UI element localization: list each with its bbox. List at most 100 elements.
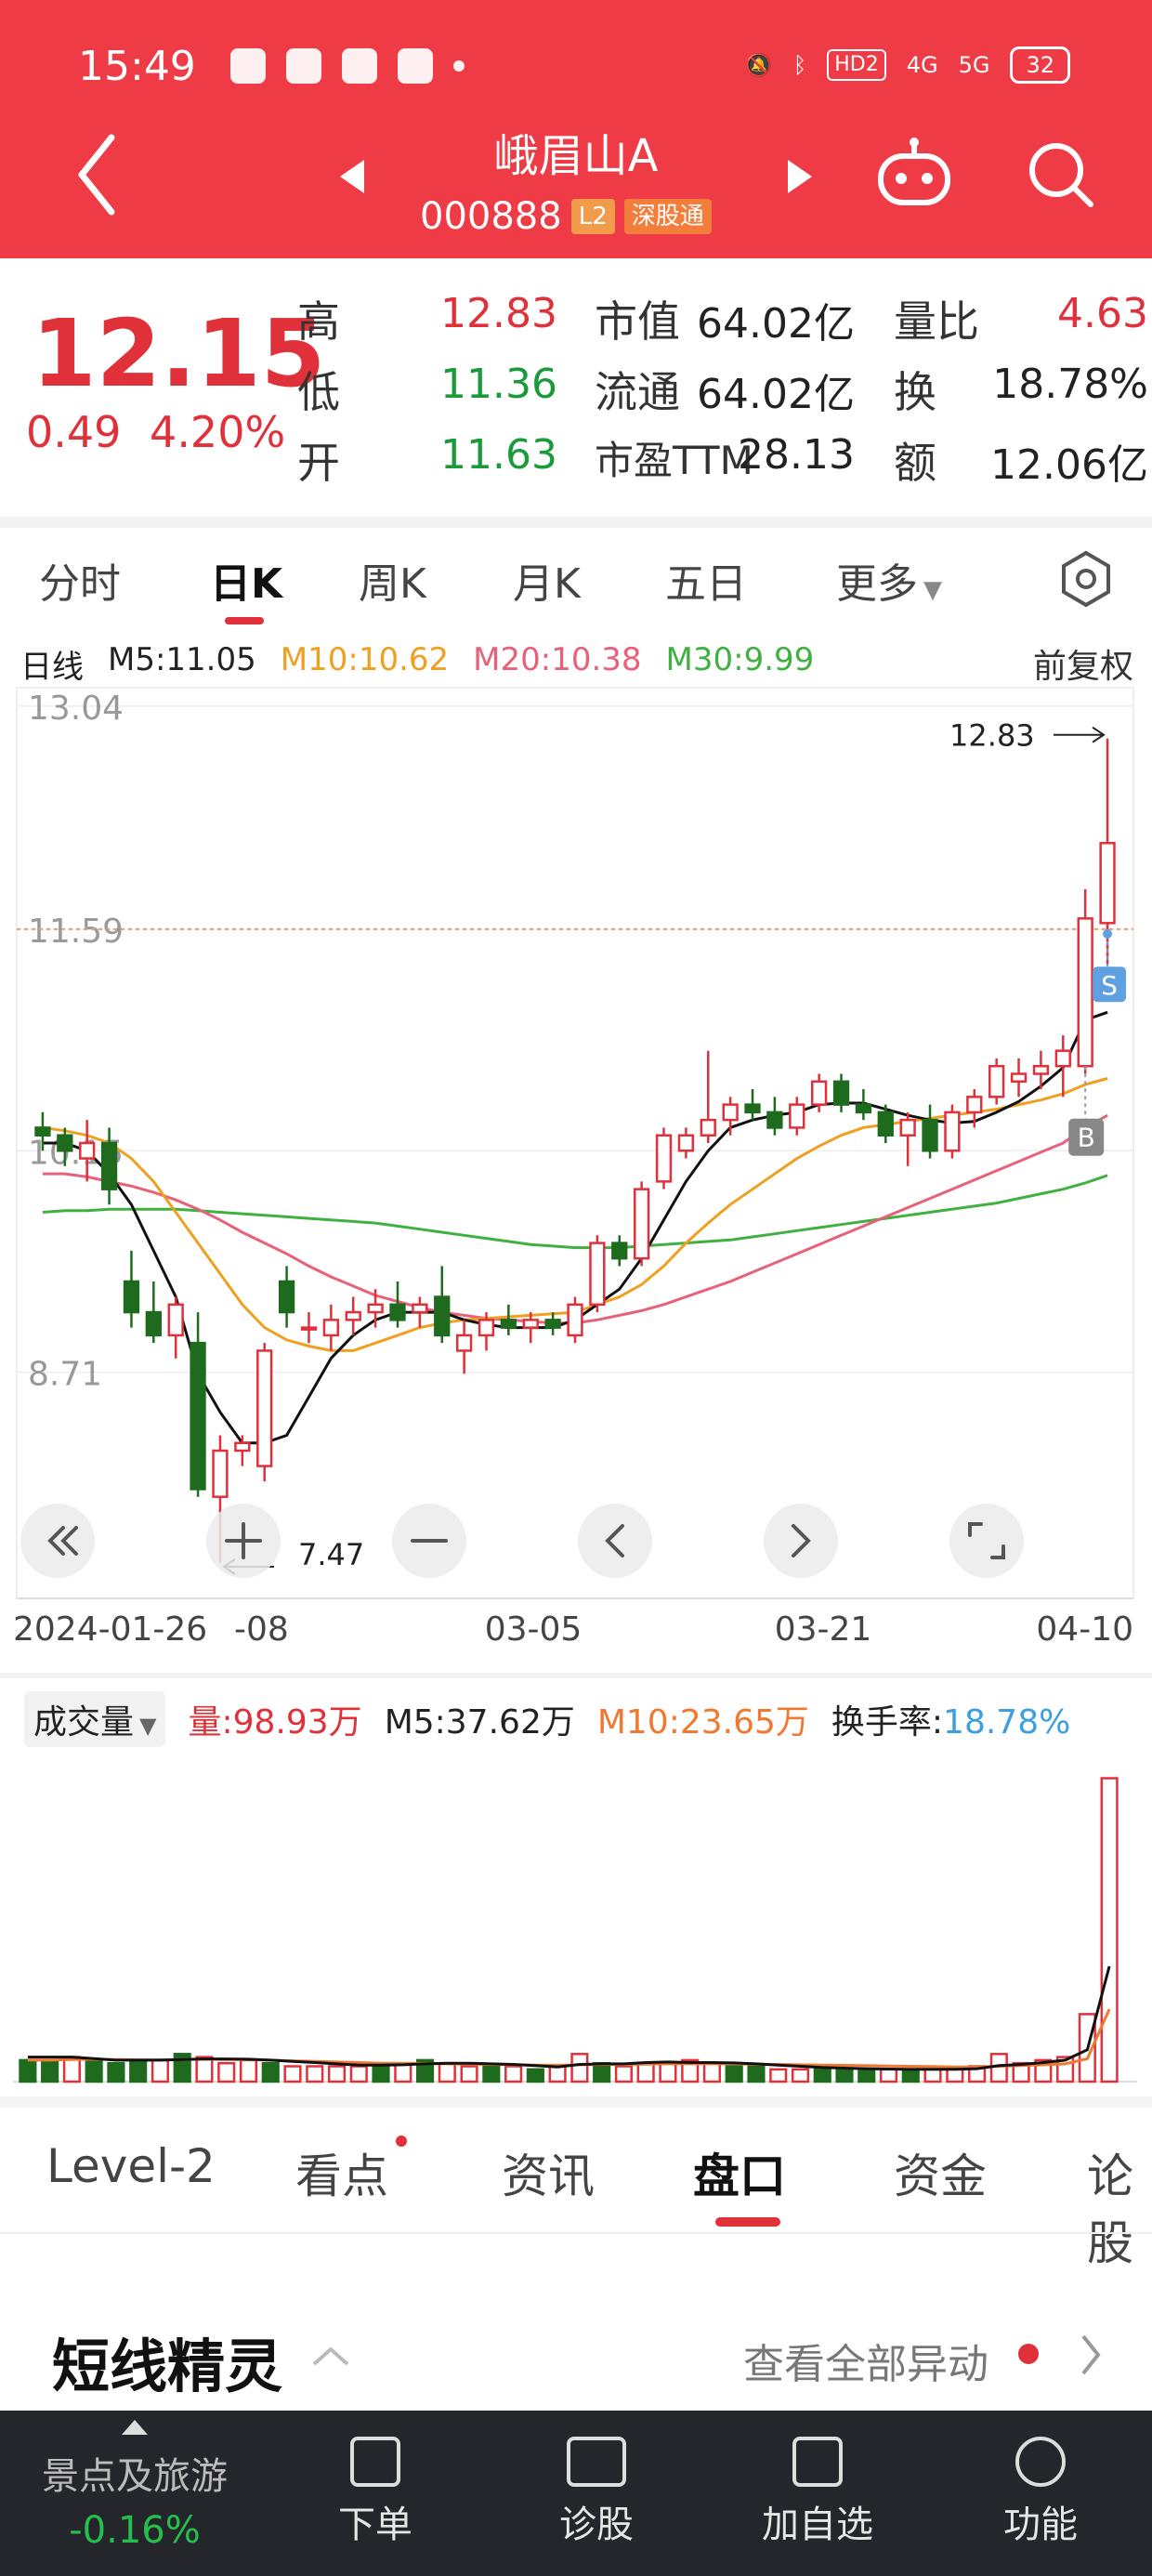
- chart-frame: [16, 687, 1134, 1599]
- volume-bar: [283, 2065, 302, 2083]
- tab-level2[interactable]: Level-2: [46, 2139, 216, 2193]
- toutiao-icon: [398, 48, 433, 84]
- candle: [922, 1104, 938, 1159]
- candle-body: [655, 1134, 673, 1183]
- ma5-label: M5:11.05: [108, 641, 256, 678]
- candle-body: [677, 1134, 695, 1152]
- volume-bar: [659, 2061, 677, 2083]
- divider: [0, 517, 1152, 528]
- left-icon[interactable]: [578, 1504, 652, 1578]
- order-label: 下单: [338, 2504, 412, 2546]
- x-tick-label: 03-05: [485, 1610, 583, 1649]
- next-stock-icon[interactable]: [788, 160, 812, 193]
- candle: [1032, 1050, 1050, 1090]
- volume-bar: [747, 2065, 766, 2083]
- active-tab-indicator: [715, 2217, 780, 2227]
- candlestick-chart[interactable]: 13.0411.5910.158.7112.837.47SB2024-01-26…: [0, 678, 1152, 1663]
- zoom-in-icon-glyph: [225, 1522, 262, 1559]
- tab-weekly-k[interactable]: 周K: [359, 560, 426, 608]
- candle: [167, 1296, 184, 1359]
- plus-box-icon: [792, 2437, 843, 2487]
- candle: [567, 1296, 583, 1344]
- functions-label: 功能: [1003, 2504, 1078, 2546]
- volume-ma5-line: [27, 1965, 1111, 2071]
- candle-body: [300, 1326, 318, 1331]
- bottom-navigation: 景点及旅游 -0.16% 下单 诊股 加自选 功能: [0, 2411, 1152, 2576]
- tab-monthly-k[interactable]: 月K: [513, 560, 581, 608]
- diagnose-label: 诊股: [559, 2504, 634, 2546]
- prev-stock-icon[interactable]: [340, 160, 364, 193]
- sector-ticker[interactable]: 景点及旅游 -0.16%: [19, 2420, 251, 2552]
- diagnose-button[interactable]: 诊股: [522, 2437, 671, 2548]
- search-icon[interactable]: [1026, 139, 1096, 210]
- more-notifications-icon: [453, 60, 465, 72]
- menu-icon: [1015, 2437, 1066, 2487]
- triangle-up-icon: [122, 2420, 148, 2435]
- status-time: 15:49: [78, 43, 196, 90]
- divider: [0, 2232, 1152, 2234]
- backward-icon[interactable]: [20, 1504, 95, 1578]
- candle: [789, 1097, 805, 1136]
- tab-daily-k[interactable]: 日K: [210, 560, 283, 608]
- candle: [988, 1058, 1005, 1105]
- view-all-alerts-link[interactable]: 查看全部异动: [743, 2341, 988, 2388]
- status-app-icons: [230, 48, 465, 84]
- max-price-label: 12.83: [949, 718, 1035, 754]
- indicator-selector[interactable]: 成交量 ▼: [24, 1691, 166, 1747]
- sector-name: 景点及旅游: [42, 2455, 228, 2498]
- candle-body: [455, 1334, 473, 1352]
- add-watchlist-button[interactable]: 加自选: [743, 2437, 892, 2548]
- candle-body: [79, 1141, 96, 1160]
- zoom-in-icon[interactable]: [206, 1504, 281, 1578]
- volume-chart[interactable]: [0, 1738, 1152, 2091]
- y-tick-label: 11.59: [28, 913, 124, 951]
- volume-bar: [107, 2061, 125, 2083]
- candle: [79, 1120, 96, 1182]
- chart-settings-icon[interactable]: [1057, 550, 1115, 608]
- candle: [434, 1266, 451, 1344]
- x-tick-label: -08: [234, 1610, 289, 1649]
- turnover-rate-value: 18.78%: [943, 1703, 1071, 1741]
- functions-button[interactable]: 功能: [966, 2437, 1115, 2548]
- tab-capital[interactable]: 资金: [894, 2149, 987, 2203]
- order-button[interactable]: 下单: [301, 2437, 450, 2548]
- assistant-robot-icon[interactable]: [873, 136, 955, 210]
- volume-value-label: 量:: [188, 1703, 233, 1741]
- new-dot-badge: [396, 2136, 407, 2147]
- tab-intraday[interactable]: 分时: [39, 560, 121, 608]
- tab-more-label: 更多: [836, 560, 918, 608]
- tab-news[interactable]: 资讯: [502, 2149, 595, 2203]
- tab-highlights[interactable]: 看点: [295, 2149, 388, 2203]
- candle: [766, 1097, 783, 1136]
- candle: [700, 1050, 716, 1143]
- adjust-mode-button[interactable]: 前复权: [1032, 648, 1133, 686]
- fullscreen-icon[interactable]: [949, 1504, 1024, 1578]
- right-icon[interactable]: [764, 1504, 838, 1578]
- candle: [1099, 738, 1116, 965]
- kline-period-label: 日线: [20, 649, 84, 686]
- tab-discussion[interactable]: 论股: [1087, 2149, 1133, 2270]
- backward-icon-glyph: [47, 1526, 78, 1556]
- candle: [655, 1127, 673, 1189]
- back-icon[interactable]: [74, 128, 119, 221]
- app-notification-icon: [342, 48, 377, 84]
- chevron-right-icon[interactable]: [1078, 2333, 1104, 2377]
- chevron-up-icon[interactable]: [310, 2346, 351, 2368]
- right-icon-bg: [764, 1504, 838, 1578]
- zoom-out-icon[interactable]: [392, 1504, 466, 1578]
- tab-more[interactable]: 更多 ▼: [836, 550, 942, 610]
- candle-body: [766, 1111, 783, 1129]
- candle-body: [190, 1341, 206, 1491]
- ma30-label: M30:9.99: [665, 641, 815, 678]
- volume-bar: [526, 2068, 544, 2083]
- level2-badge: L2: [570, 199, 615, 234]
- tab-order-book[interactable]: 盘口: [693, 2149, 786, 2203]
- tab-five-day[interactable]: 五日: [665, 560, 747, 608]
- open-label: 开: [297, 438, 340, 488]
- volume-bar: [923, 2068, 942, 2083]
- turnover-rate-label: 换手率:: [831, 1703, 944, 1741]
- volume-bar: [857, 2068, 876, 2083]
- volume-bar: [349, 2065, 368, 2083]
- volume-ratio-label: 量比: [894, 296, 979, 347]
- candle-body: [145, 1310, 162, 1337]
